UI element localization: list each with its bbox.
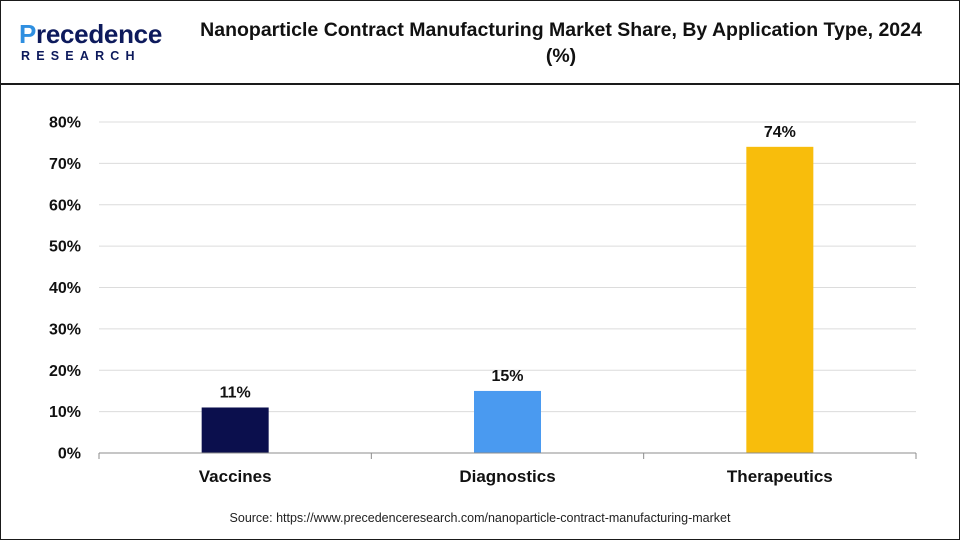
y-axis: 0% 10% 20% 30% 40% 50% 60% 70% 80% [49,115,81,463]
brand-name: Precedence [19,19,162,49]
chart-title: Nanoparticle Contract Manufacturing Mark… [200,19,922,67]
y-tick-label: 50% [49,239,81,256]
y-tick-label: 20% [49,363,81,380]
y-tick-label: 40% [49,280,81,297]
x-category-label: Vaccines [199,467,272,486]
y-tick-label: 60% [49,197,81,214]
x-axis: Vaccines Diagnostics Therapeutics [98,452,917,486]
data-label: 15% [491,368,523,385]
brand-name-initial: P [19,19,37,49]
brand-logo: Precedence RESEARCH [19,19,169,65]
bars [201,146,814,453]
bar-therapeutics [746,146,814,453]
y-tick-label: 10% [49,404,81,421]
y-tick-label: 0% [58,446,81,463]
x-category-label: Diagnostics [459,467,555,486]
header: Precedence RESEARCH Nanoparticle Contrac… [1,1,959,85]
bar-vaccines [201,407,269,453]
data-labels: 11% 15% 74% [220,124,796,402]
y-tick-label: 80% [49,115,81,132]
x-category-label: Therapeutics [727,467,833,486]
data-label: 11% [220,384,251,401]
bar-diagnostics [474,390,541,453]
y-tick-label: 30% [49,321,81,338]
source-note: Source: https://www.precedenceresearch.c… [229,511,731,525]
data-label: 74% [764,124,796,141]
brand-subtitle: RESEARCH [21,49,141,63]
brand-name-rest: recedence [36,19,162,49]
y-tick-label: 70% [49,156,81,173]
